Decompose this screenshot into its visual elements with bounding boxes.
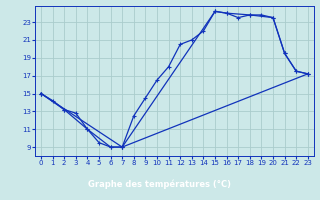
Text: Graphe des températures (°C): Graphe des températures (°C) [89,179,231,189]
